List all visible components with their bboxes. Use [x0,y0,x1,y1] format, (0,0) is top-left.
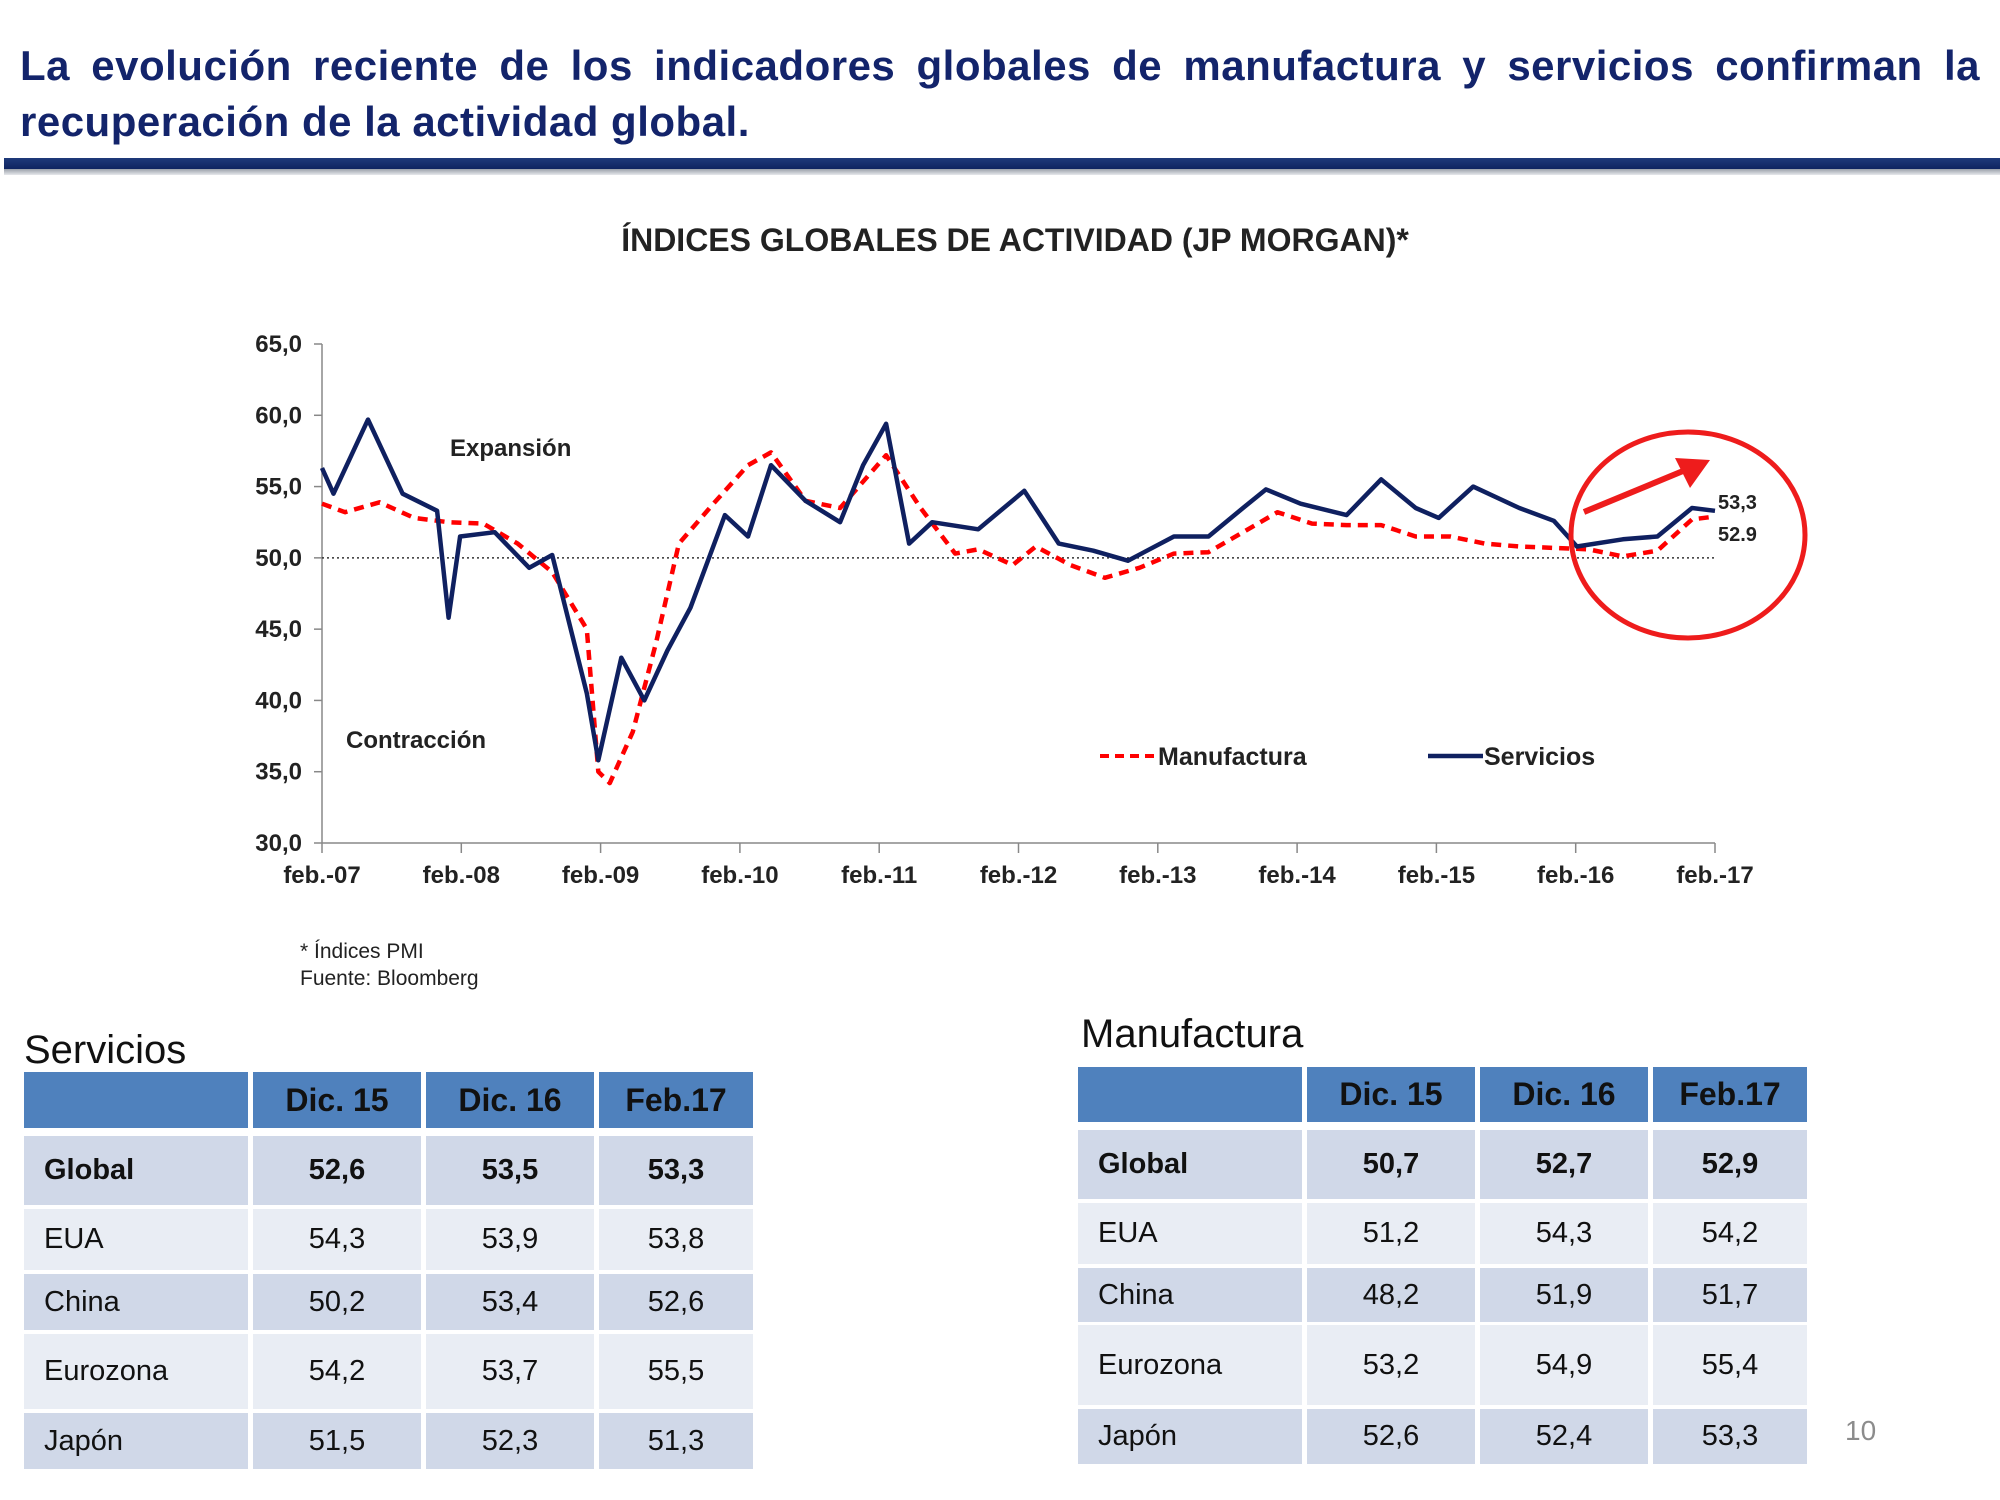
table-cell: 50,7 [1307,1130,1475,1199]
x-tick-label: feb.-17 [1676,862,1753,889]
table-cell: 51,7 [1653,1268,1807,1322]
legend-manufactura: Manufactura [1100,743,1308,771]
x-tick-label: feb.-16 [1537,862,1614,889]
y-tick-label: 40,0 [255,687,302,714]
table-row-label: EUA [24,1209,248,1270]
x-tick-label: feb.-15 [1398,862,1475,889]
table-cell: 52,9 [1653,1130,1807,1199]
table-cell: 52,3 [426,1413,594,1469]
table-cell: 48,2 [1307,1268,1475,1322]
servicios-table-title: Servicios [24,1028,187,1072]
table-cell: 52,6 [599,1274,753,1330]
y-tick-label: 60,0 [255,402,302,429]
y-tick-label: 65,0 [255,331,302,358]
chart-title: ÍNDICES GLOBALES DE ACTIVIDAD (JP MORGAN… [621,222,1409,258]
table-cell: 53,5 [426,1136,594,1205]
table-cell: 53,4 [426,1274,594,1330]
y-tick-label: 30,0 [255,830,302,857]
table-cell: 52,6 [1307,1409,1475,1464]
table-cell: 52,7 [1480,1130,1648,1199]
end-label-servicios: 53,3 [1718,492,1757,514]
table-row-label: China [1078,1268,1302,1322]
table-cell: 51,9 [1480,1268,1648,1322]
legend-manufactura-label: Manufactura [1158,743,1308,771]
end-label-manufactura: 52.9 [1718,524,1757,546]
table-row-label: Japón [1078,1409,1302,1464]
y-tick-label: 35,0 [255,759,302,786]
x-tick-label: feb.-12 [980,862,1057,889]
table-header-cell: Feb.17 [599,1072,753,1128]
table-cell: 54,2 [1653,1203,1807,1264]
y-tick-label: 55,0 [255,474,302,501]
table-cell: 50,2 [253,1274,421,1330]
table-cell: 54,3 [253,1209,421,1270]
table-row-label: Eurozona [1078,1325,1302,1405]
x-tick-label: feb.-14 [1258,862,1336,889]
x-tick-label: feb.-11 [841,862,917,889]
series-line-servicios [319,417,1716,763]
chart-ticks: 30,0 35,0 40,0 45,0 50,0 55,0 60,0 65,0 feb.-07 f… [255,331,1753,889]
legend-servicios-label: Servicios [1484,743,1595,771]
table-header-cell: Dic. 16 [426,1072,594,1128]
table-cell: 53,2 [1307,1325,1475,1405]
table-header-cell: Dic. 16 [1480,1067,1648,1122]
x-tick-label: feb.-07 [283,862,360,889]
table-row-label: Eurozona [24,1334,248,1409]
table-header-corner [24,1072,248,1128]
y-tick-label: 45,0 [255,616,302,643]
header-rule-shadow [4,169,2000,175]
table-row-label: China [24,1274,248,1330]
chart-series [319,417,1716,786]
series-line-manufactura [321,450,1716,786]
legend-servicios: Servicios [1428,743,1595,771]
table-cell: 53,8 [599,1209,753,1270]
y-tick-label: 50,0 [255,545,302,572]
table-header-cell: Feb.17 [1653,1067,1807,1122]
x-tick-label: feb.-08 [423,862,500,889]
table-cell: 55,5 [599,1334,753,1409]
table-cell: 53,9 [426,1209,594,1270]
table-cell: 51,2 [1307,1203,1475,1264]
table-cell: 52,6 [253,1136,421,1205]
table-row-label: Japón [24,1413,248,1469]
contraction-label: Contracción [346,727,486,754]
chart-notes: * Índices PMI Fuente: Bloomberg [300,938,479,992]
activity-chart: 30,0 35,0 40,0 45,0 50,0 55,0 60,0 65,0 feb.-07 f… [255,331,1808,889]
table-cell: 51,5 [253,1413,421,1469]
table-header-cell: Dic. 15 [1307,1067,1475,1122]
trend-arrow-icon [1582,458,1710,515]
table-row-label: EUA [1078,1203,1302,1264]
x-tick-label: feb.-09 [562,862,639,889]
table-header-cell: Dic. 15 [253,1072,421,1128]
table-cell: 52,4 [1480,1409,1648,1464]
x-tick-label: feb.-13 [1119,862,1196,889]
table-row-label: Global [24,1136,248,1205]
page-number: 10 [1845,1415,1877,1446]
highlight-circle [1568,429,1808,641]
expansion-label: Expansión [450,435,571,462]
table-cell: 55,4 [1653,1325,1807,1405]
manufactura-table-title: Manufactura [1081,1012,1304,1056]
header-rule [4,158,2000,169]
table-cell: 54,2 [253,1334,421,1409]
note-pmi: * Índices PMI [300,940,424,963]
table-cell: 54,3 [1480,1203,1648,1264]
table-cell: 53,3 [599,1136,753,1205]
table-row-label: Global [1078,1130,1302,1199]
table-cell: 53,7 [426,1334,594,1409]
note-source: Fuente: Bloomberg [300,967,479,990]
table-cell: 54,9 [1480,1325,1648,1405]
table-cell: 53,3 [1653,1409,1807,1464]
slide-headline: La evolución reciente de los indicadores… [20,42,1980,145]
table-header-corner [1078,1067,1302,1122]
table-cell: 51,3 [599,1413,753,1469]
x-tick-label: feb.-10 [701,862,778,889]
